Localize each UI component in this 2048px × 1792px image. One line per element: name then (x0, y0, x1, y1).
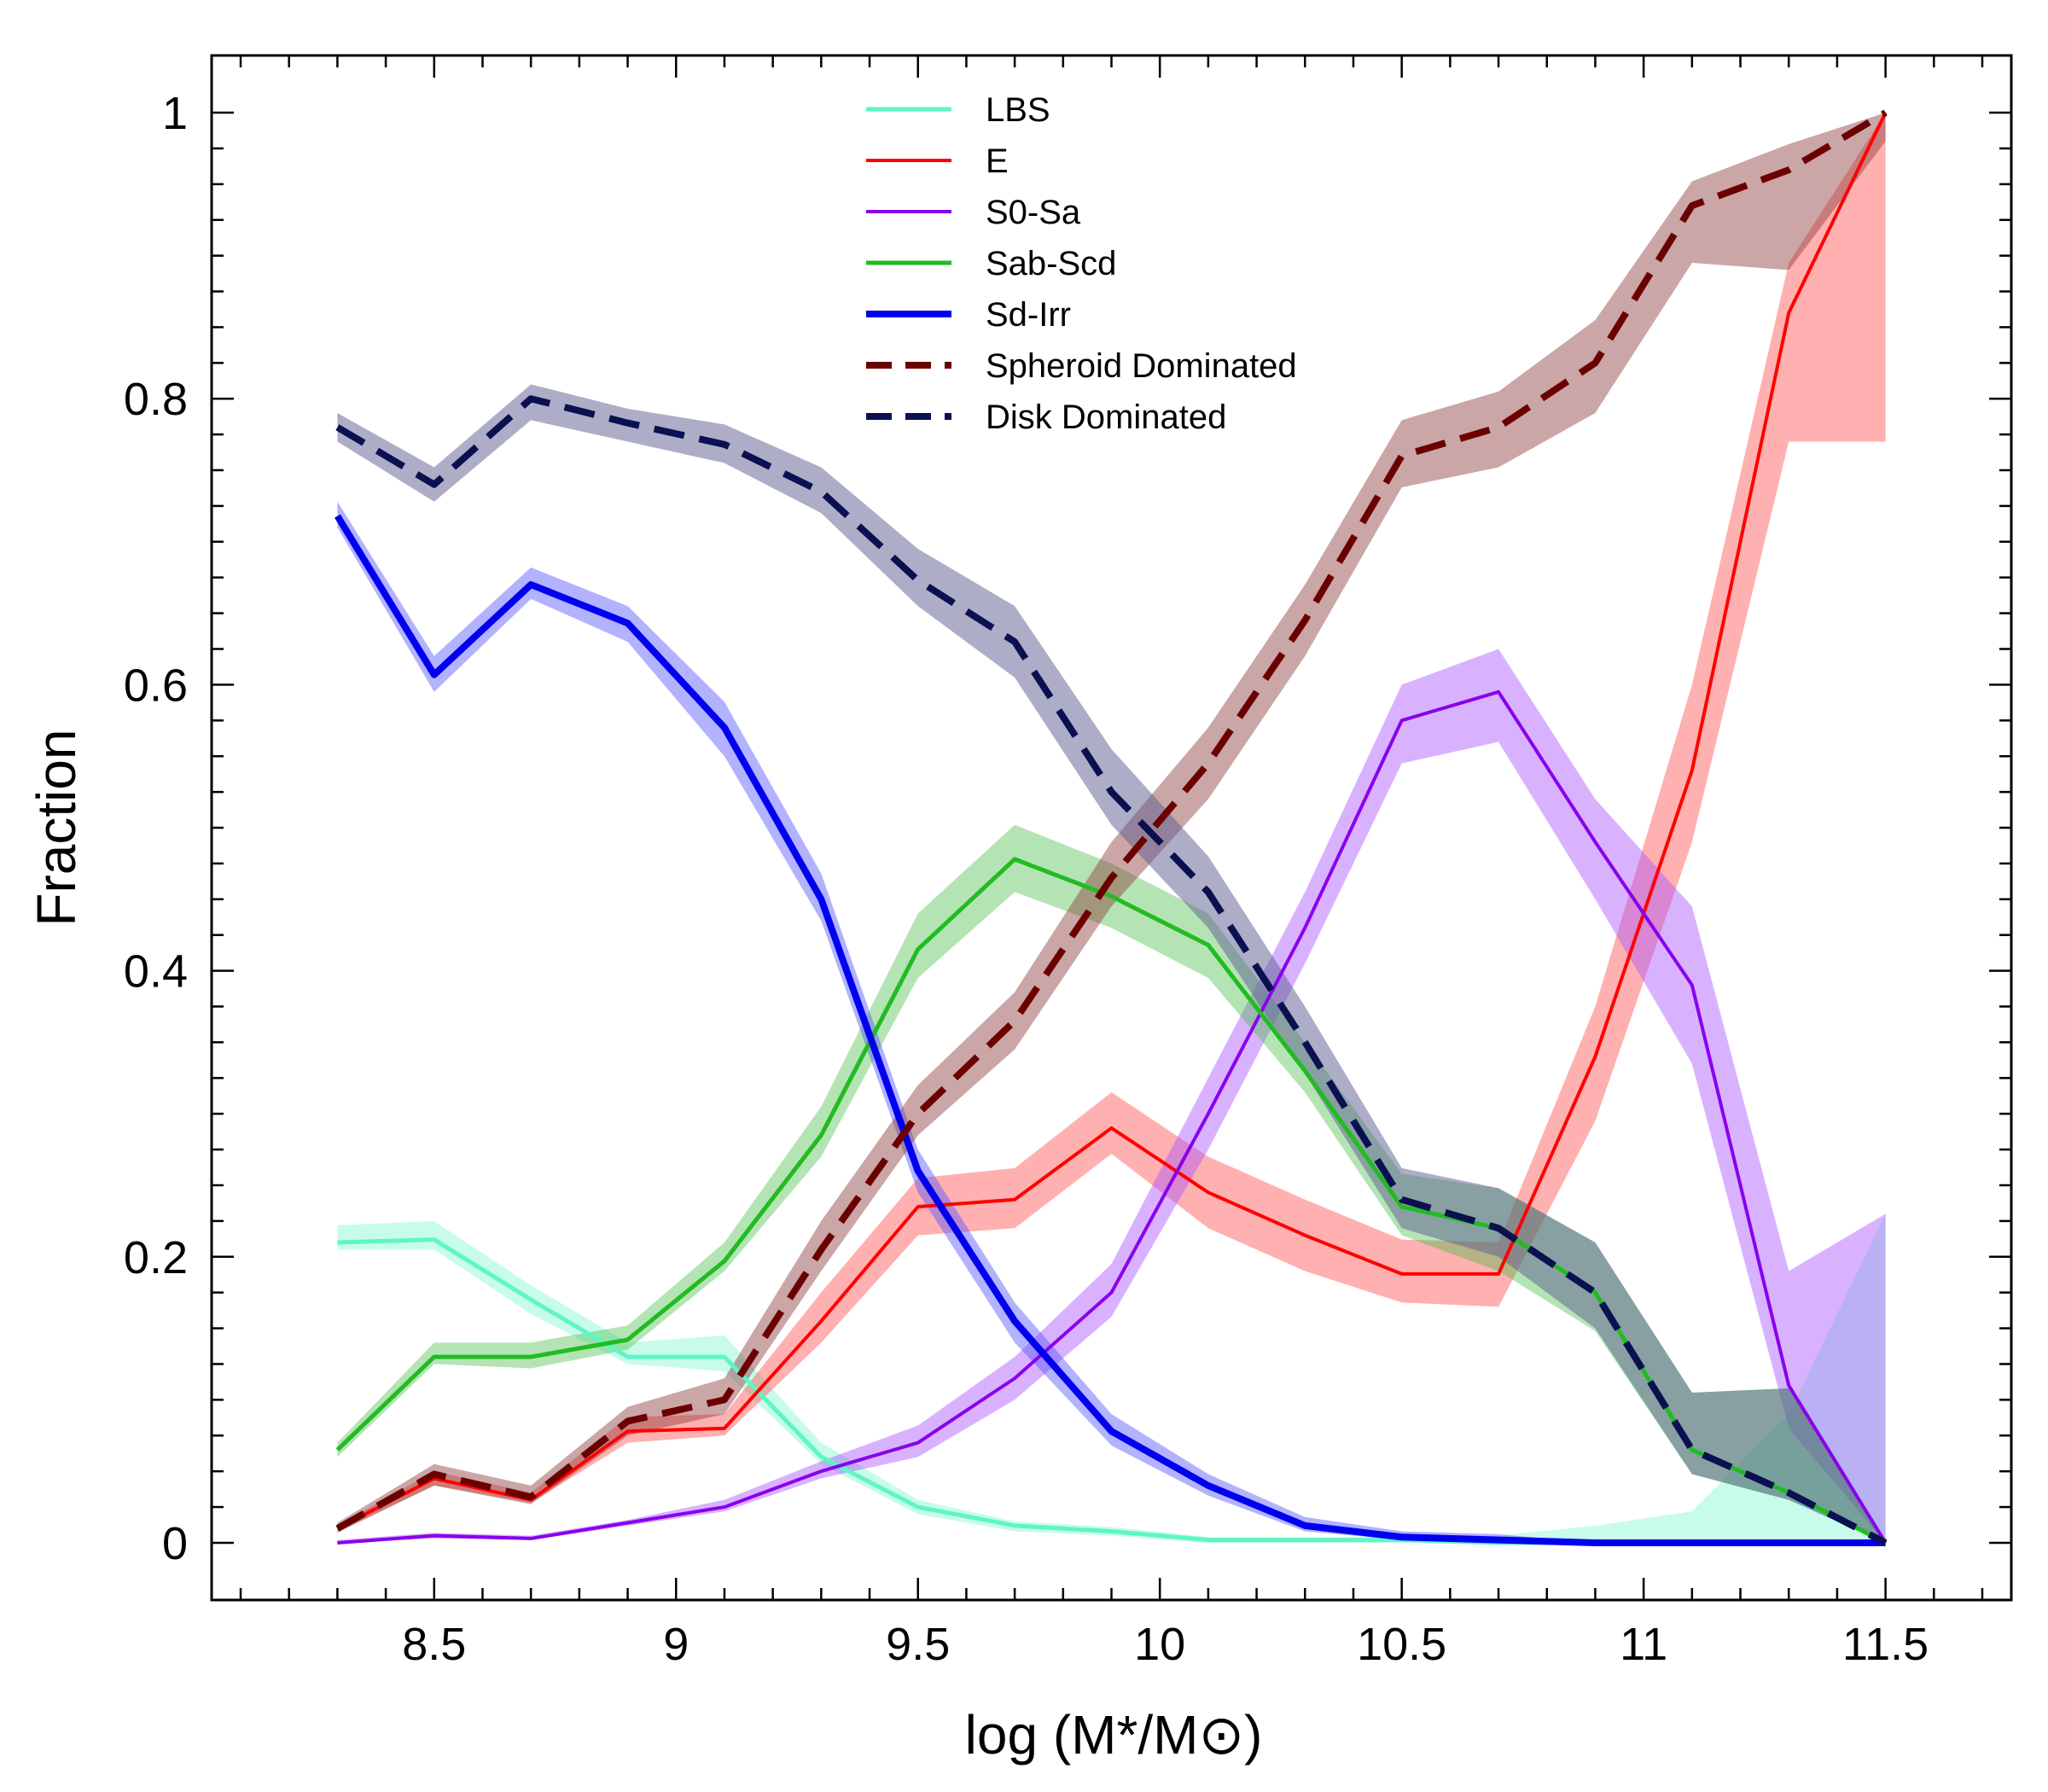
line-sd-irr (334, 514, 1886, 1546)
x-tick-labels: 8.5 9 9.5 10 10.5 11 11.5 (402, 1619, 1929, 1670)
series-lines (334, 109, 1888, 1546)
line-e (336, 112, 1888, 1530)
x-tick-label: 11.5 (1842, 1619, 1929, 1670)
band-disk-dominated (337, 384, 1886, 1543)
legend-label-spheroid-dominated: Spheroid Dominated (986, 347, 1297, 385)
x-tick-label: 8.5 (402, 1619, 466, 1670)
plot-frame (210, 54, 2013, 1602)
band-lbs (337, 1213, 1886, 1543)
legend-label-sd-irr: Sd-Irr (986, 296, 1071, 334)
line-s0-sa (337, 689, 1888, 1545)
confidence-bands (337, 113, 1886, 1543)
x-tick-label: 10.5 (1357, 1619, 1446, 1670)
legend-label-s0-sa: S0-Sa (986, 194, 1081, 231)
x-tick-label: 11 (1620, 1619, 1667, 1670)
y-tick-label: 0.6 (124, 660, 188, 711)
legend-label-sab-scd: Sab-Scd (986, 245, 1116, 282)
y-tick-label: 0.2 (124, 1232, 188, 1283)
band-sd-irr (337, 501, 1886, 1543)
y-tick-label: 0 (162, 1518, 188, 1569)
x-tick-label: 9 (663, 1619, 689, 1670)
x-tick-label: 9.5 (886, 1619, 950, 1670)
y-axis-label: Fraction (26, 729, 87, 926)
line-spheroid-dominated (335, 109, 1888, 1532)
y-tick-label: 1 (162, 88, 188, 139)
y-tick-label: 0.4 (124, 946, 188, 998)
legend-label-lbs: LBS (986, 91, 1050, 129)
band-spheroid-dominated (337, 113, 1886, 1533)
legend-label-disk-dominated: Disk Dominated (986, 399, 1226, 436)
x-axis-label: log (M*/M⊙) (965, 1704, 1263, 1766)
legend-label-e: E (986, 143, 1009, 180)
y-tick-label: 0.8 (124, 374, 188, 425)
axis-ticks (212, 55, 2011, 1600)
x-tick-label: 10 (1134, 1619, 1185, 1670)
line-disk-dominated (335, 395, 1888, 1546)
y-tick-labels: 0 0.2 0.4 0.6 0.8 1 (124, 88, 188, 1569)
legend: LBS E S0-Sa Sab-Scd Sd-Irr Spheroid Dominated… (866, 91, 1297, 436)
